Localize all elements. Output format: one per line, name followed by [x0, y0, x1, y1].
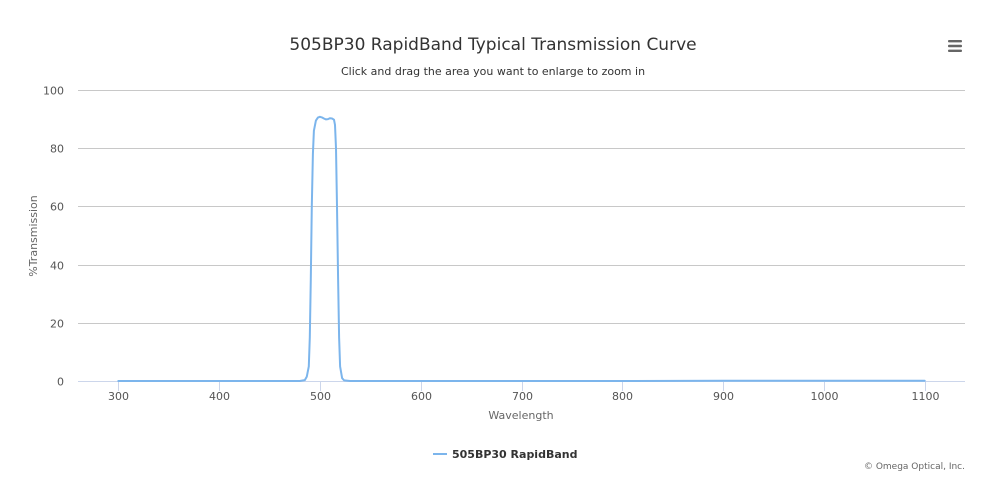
y-tick-label: 40 [50, 260, 64, 273]
y-tick-label: 100 [43, 85, 64, 98]
hamburger-menu-icon[interactable] [946, 38, 964, 54]
x-tick-label: 400 [209, 390, 230, 403]
y-tick-label: 60 [50, 201, 64, 214]
x-tick-label: 300 [108, 390, 129, 403]
grid-lines: 0 20 40 60 80 100 [43, 85, 965, 389]
series-line-0[interactable] [117, 115, 926, 382]
y-tick-label: 0 [57, 376, 64, 389]
series-layer [117, 115, 926, 382]
chart-title: 505BP30 RapidBand Typical Transmission C… [289, 35, 696, 55]
credits-text[interactable]: © Omega Optical, Inc. [864, 462, 965, 472]
legend-label: 505BP30 RapidBand [452, 448, 577, 461]
y-axis-title: %Transmission [27, 195, 40, 277]
x-axis: 300 400 500 600 700 800 900 1000 1100 [78, 381, 965, 403]
legend[interactable]: 505BP30 RapidBand [433, 448, 577, 461]
x-tick-label: 500 [310, 390, 331, 403]
x-tick-label: 600 [411, 390, 432, 403]
x-tick-label: 900 [713, 390, 734, 403]
x-axis-title: Wavelength [488, 409, 553, 422]
y-tick-label: 20 [50, 318, 64, 331]
x-tick-label: 800 [612, 390, 633, 403]
y-tick-label: 80 [50, 143, 64, 156]
x-tick-label: 1100 [912, 390, 940, 403]
chart-subtitle: Click and drag the area you want to enla… [341, 65, 645, 78]
x-tick-label: 1000 [811, 390, 839, 403]
x-tick-label: 700 [512, 390, 533, 403]
